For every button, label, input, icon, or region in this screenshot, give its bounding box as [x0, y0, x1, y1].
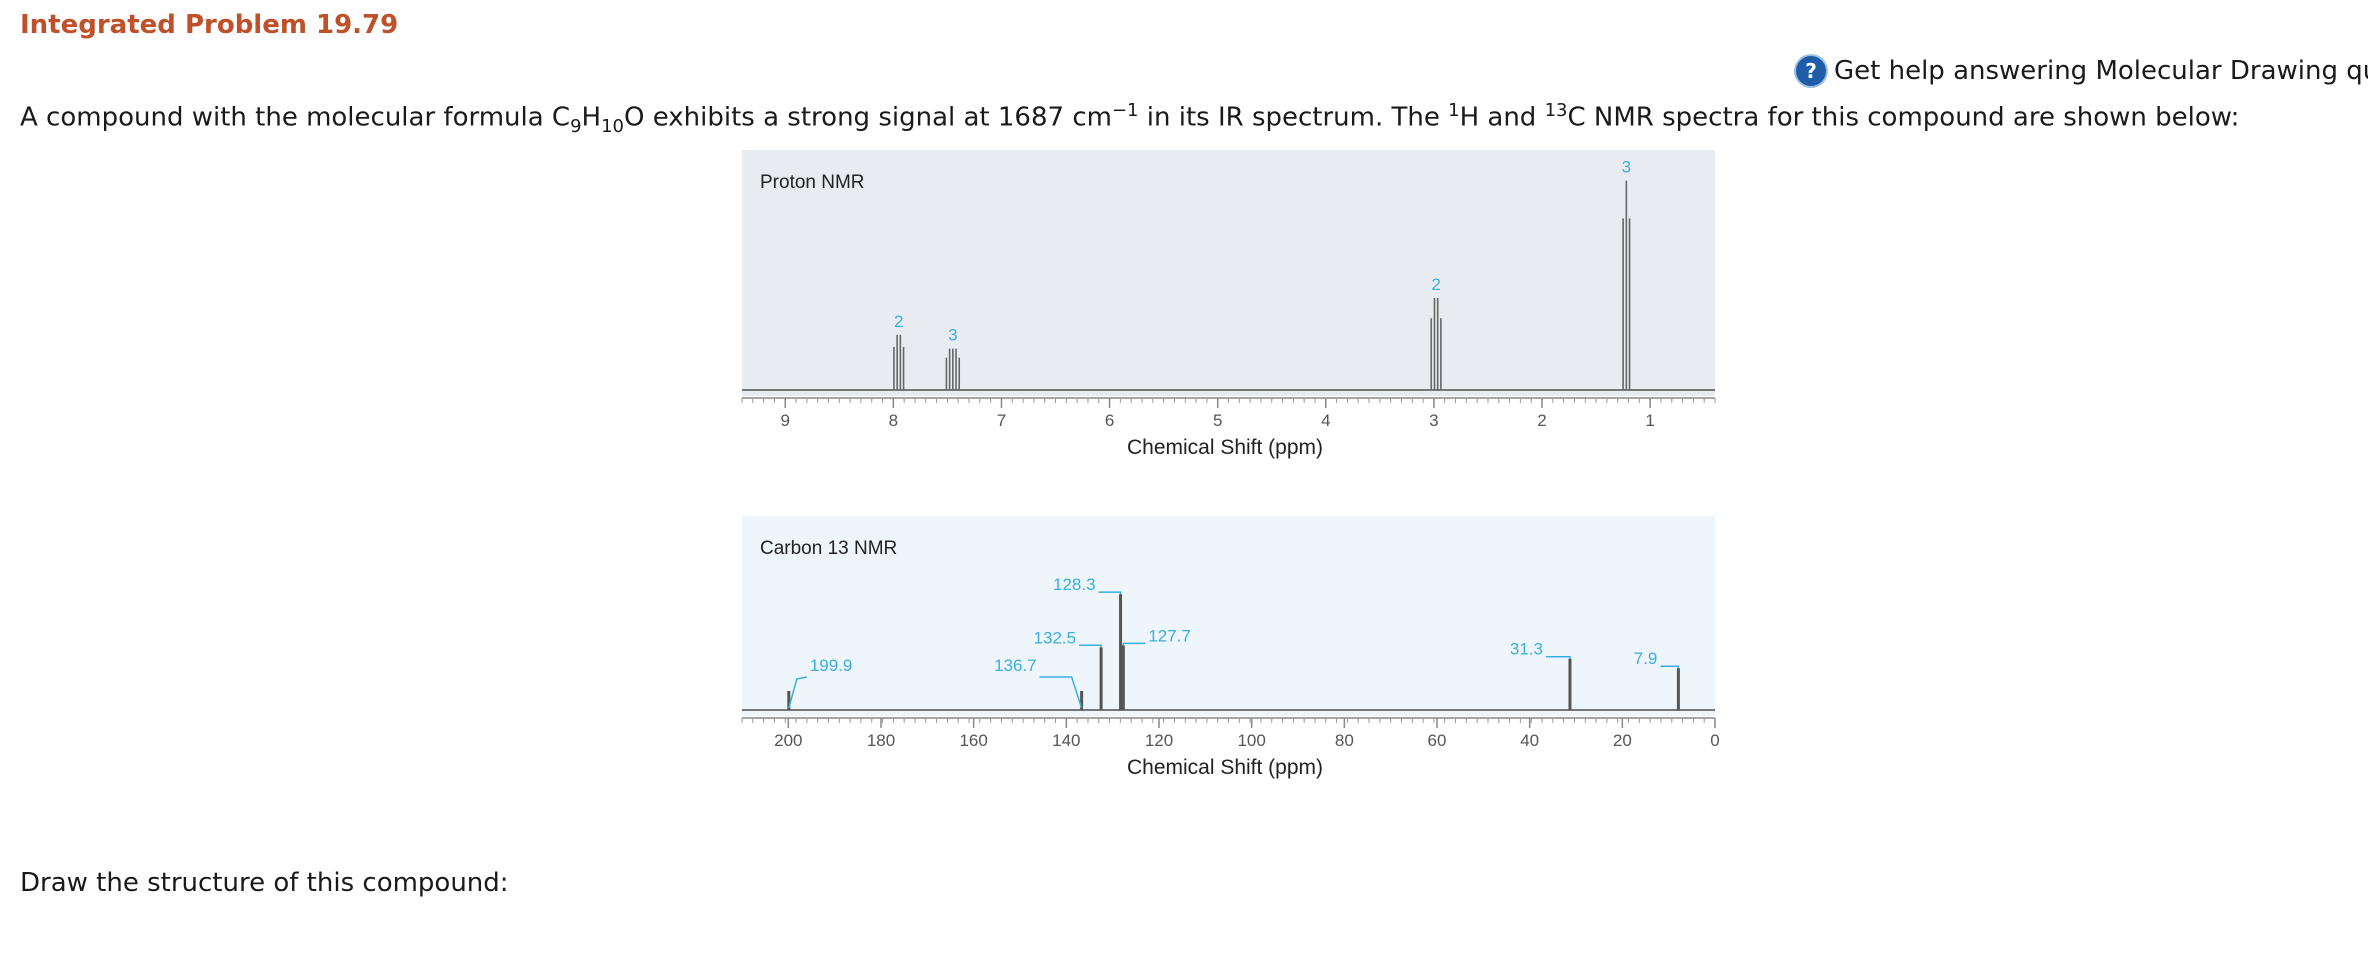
- tick-label: 1: [1645, 411, 1654, 430]
- c13-sup: 13: [1544, 100, 1568, 121]
- carbon-nmr-spectrum: Carbon 13 NMR 200 180 160 140 120 100 80 60 40 20 0…: [740, 516, 1720, 816]
- peak-label: 128.3: [1053, 575, 1096, 594]
- question-text: A compound with the molecular formula C9…: [20, 100, 2239, 137]
- question-part3: O exhibits a strong signal at 1687 cm: [624, 102, 1112, 133]
- peak-label: 7.9: [1634, 649, 1658, 668]
- proton-nmr-chart: Proton NMR 9 8 7 6 5 4 3 2 1 Chemical Shift (ppm) 2…: [741, 150, 1716, 459]
- tick-label: 20: [1613, 731, 1632, 750]
- integration-label: 2: [1431, 275, 1440, 294]
- spectrum-title: Carbon 13 NMR: [760, 538, 897, 559]
- tick-label: 180: [867, 731, 895, 750]
- draw-prompt: Draw the structure of this compound:: [20, 868, 509, 898]
- tick-label: 160: [959, 731, 987, 750]
- question-part1: A compound with the molecular formula C: [20, 102, 571, 133]
- formula-sub-c: 9: [570, 115, 582, 137]
- tick-label: 5: [1213, 411, 1222, 430]
- peak-leader: [788, 676, 807, 709]
- peak-label: 127.7: [1148, 626, 1191, 645]
- peak-leader: [1039, 676, 1083, 709]
- tick-label: 8: [889, 411, 898, 430]
- peak-leader: [1098, 591, 1122, 595]
- tick-label: 200: [774, 731, 802, 750]
- tick-label: 3: [1429, 411, 1438, 430]
- spectrum-title: Proton NMR: [760, 172, 865, 193]
- tick-label: 9: [781, 411, 790, 430]
- peak-label: 199.9: [810, 656, 853, 675]
- problem-title: Integrated Problem 19.79: [20, 10, 399, 40]
- peak-leader: [1545, 655, 1571, 659]
- tick-label: 80: [1335, 731, 1354, 750]
- x-axis-label: Chemical Shift (ppm): [1127, 436, 1323, 459]
- peak-label: 132.5: [1034, 628, 1077, 647]
- plot-background: [742, 516, 1715, 716]
- question-part4: in its IR spectrum. The: [1138, 102, 1449, 133]
- formula-sub-h: 10: [601, 115, 625, 137]
- peak-label: 31.3: [1510, 640, 1543, 659]
- tick-label: 2: [1537, 411, 1546, 430]
- plot-background: [742, 150, 1715, 396]
- question-part2: H: [581, 102, 602, 133]
- wavenumber-sup: −1: [1111, 100, 1139, 121]
- peak-label: 136.7: [994, 656, 1037, 675]
- tick-label: 60: [1428, 731, 1447, 750]
- tick-label: 7: [997, 411, 1006, 430]
- help-link[interactable]: ? Get help answering Molecular Drawing q…: [1796, 56, 2368, 86]
- tick-label: 100: [1237, 731, 1265, 750]
- x-axis-label: Chemical Shift (ppm): [1127, 756, 1323, 779]
- tick-label: 140: [1052, 731, 1080, 750]
- question-part6: C NMR spectra for this compound are show…: [1567, 102, 2240, 133]
- integration-label: 3: [948, 326, 957, 345]
- tick-label: 120: [1145, 731, 1173, 750]
- help-link-label[interactable]: Get help answering Molecular Drawing que…: [1834, 56, 2368, 86]
- h1-sup: 1: [1448, 100, 1460, 121]
- integration-label: 2: [894, 312, 903, 331]
- question-part5: H and: [1459, 102, 1545, 133]
- peak-leader: [1660, 665, 1680, 669]
- tick-label: 6: [1105, 411, 1114, 430]
- tick-label: 0: [1710, 731, 1719, 750]
- integration-label: 3: [1622, 158, 1631, 177]
- help-icon[interactable]: ?: [1796, 56, 1826, 86]
- tick-label: 40: [1520, 731, 1539, 750]
- proton-nmr-spectrum: Proton NMR 9 8 7 6 5 4 3 2 1 Chemical Shift (ppm) 2…: [740, 150, 1720, 480]
- tick-label: 4: [1321, 411, 1330, 430]
- peak-leader: [1122, 642, 1146, 646]
- peak-leader: [1079, 644, 1102, 648]
